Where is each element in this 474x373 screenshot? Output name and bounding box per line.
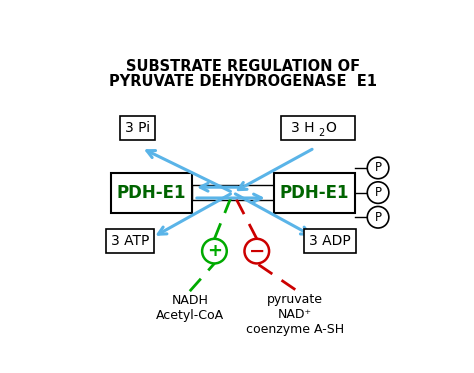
Text: 3 ATP: 3 ATP <box>110 234 149 248</box>
Bar <box>191 185 274 200</box>
Text: PYRUVATE DEHYDROGENASE  E1: PYRUVATE DEHYDROGENASE E1 <box>109 74 377 89</box>
Text: SUBSTRATE REGULATION OF: SUBSTRATE REGULATION OF <box>126 59 360 73</box>
Circle shape <box>367 207 389 228</box>
Text: 3 ADP: 3 ADP <box>309 234 351 248</box>
Text: PDH-E1: PDH-E1 <box>280 184 349 201</box>
Text: 3 H: 3 H <box>291 121 315 135</box>
Circle shape <box>202 239 227 263</box>
Bar <box>282 116 356 140</box>
Text: +: + <box>207 242 222 260</box>
Bar <box>111 173 191 213</box>
Text: O: O <box>325 121 336 135</box>
Text: P: P <box>374 162 382 175</box>
Circle shape <box>367 182 389 203</box>
Circle shape <box>367 157 389 179</box>
Text: PDH-E1: PDH-E1 <box>117 184 186 201</box>
Bar <box>274 173 355 213</box>
Text: −: − <box>248 242 265 261</box>
Text: P: P <box>374 211 382 224</box>
Circle shape <box>245 239 269 263</box>
Text: pyruvate
NAD⁺
coenzyme A-SH: pyruvate NAD⁺ coenzyme A-SH <box>246 293 344 336</box>
Text: 3 Pi: 3 Pi <box>125 121 150 135</box>
Text: 2: 2 <box>319 128 325 138</box>
Text: NADH
Acetyl-CoA: NADH Acetyl-CoA <box>156 294 224 322</box>
Text: P: P <box>374 186 382 199</box>
